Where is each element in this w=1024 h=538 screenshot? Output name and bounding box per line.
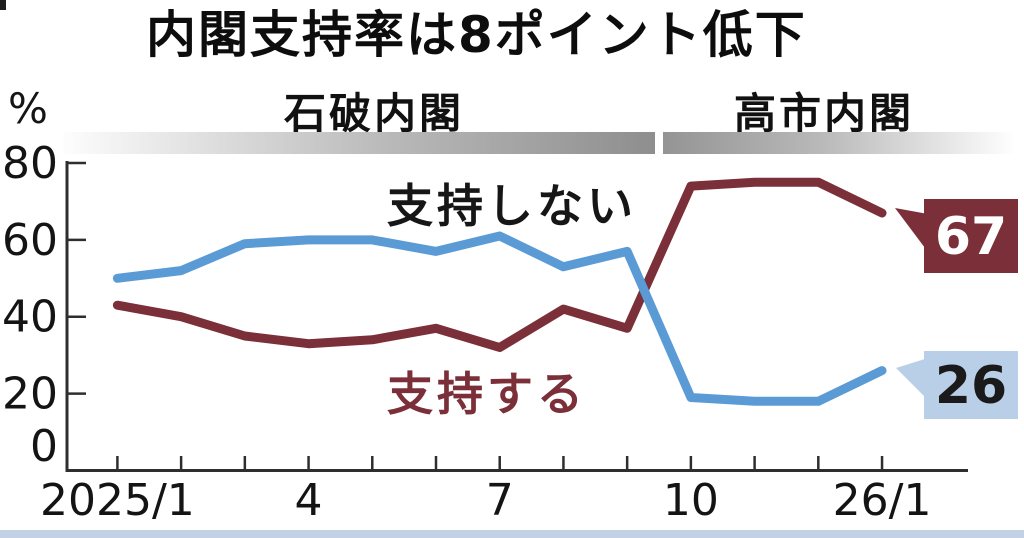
- y-tick-label-60: 60: [2, 215, 58, 266]
- approve-callout-box: [924, 199, 1018, 273]
- disapprove-callout-pointer: [896, 358, 928, 400]
- x-tick-label-10: 10: [663, 475, 719, 526]
- chart-title: 内閣支持率は8ポイント低下: [146, 6, 807, 64]
- disapprove-end-value: 26: [935, 356, 1007, 416]
- disapprove-line: [112, 231, 887, 406]
- x-tick-label-2025/1: 2025/1: [40, 475, 195, 526]
- era-label-takaichi: 高市内閣: [733, 89, 915, 138]
- x-tick-label-7: 7: [486, 475, 514, 526]
- y-tick-label-20: 20: [2, 369, 58, 420]
- approve-end-value: 67: [935, 207, 1007, 267]
- disapprove-callout-box: [924, 351, 1018, 419]
- era-label-ishiba: 石破内閣: [283, 89, 465, 138]
- approve-series-label: 支持する: [387, 367, 587, 421]
- approve-value-callout: 67: [895, 199, 1018, 273]
- bottom-edge-strip: [0, 530, 1024, 538]
- disapprove-series-label: 支持しない: [387, 179, 637, 233]
- y-tick-label-40: 40: [2, 292, 58, 343]
- era-bar-takaichi: [663, 132, 1016, 154]
- y-tick-label-80: 80: [2, 138, 58, 189]
- disapprove-value-callout: 26: [896, 351, 1018, 419]
- approve-callout-pointer: [895, 208, 928, 252]
- x-tick-label-26/1: 26/1: [833, 475, 932, 526]
- approve-line: [112, 177, 887, 352]
- y-axis-unit-label: %: [8, 84, 48, 133]
- y-tick-label-0: 0: [30, 421, 58, 472]
- corner-mark: [0, 0, 6, 10]
- x-tick-label-4: 4: [295, 475, 323, 526]
- era-bar-ishiba: [63, 132, 655, 154]
